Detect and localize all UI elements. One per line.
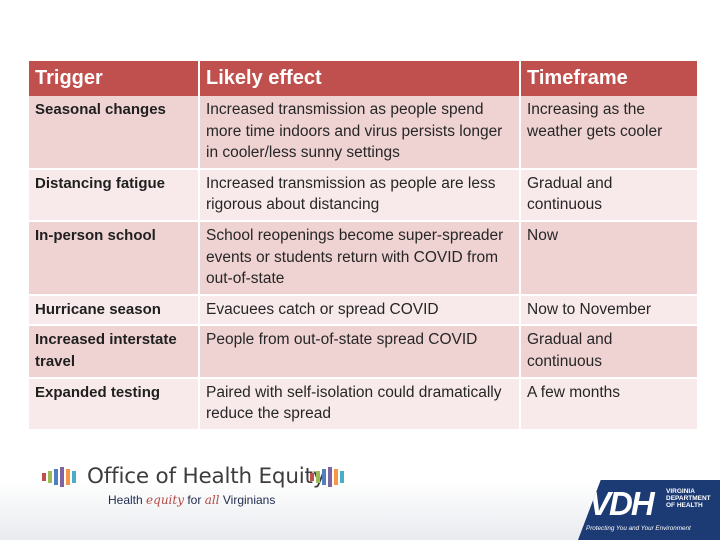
timeframe-cell: Now to November (520, 294, 697, 327)
header-likely-effect: Likely effect (199, 61, 521, 96)
vdh-logo-mark: VDH (589, 485, 655, 522)
tagline-health: Health (108, 493, 143, 507)
timeframe-cell: Increasing as the weather gets cooler (520, 96, 697, 170)
vdh-logo-name: VIRGINIA DEPARTMENT OF HEALTH (666, 488, 711, 509)
tagline-virginians: Virginians (222, 493, 276, 507)
trigger-cell: Hurricane season (29, 294, 200, 327)
vdh-logo: VDH VIRGINIA DEPARTMENT OF HEALTH Protec… (578, 480, 720, 540)
effect-cell: School reopenings become super-spreader … (199, 220, 521, 296)
logo-bar (54, 469, 58, 485)
logo-bar (60, 467, 64, 487)
table-row: Expanded testing Paired with self-isolat… (29, 377, 697, 431)
logo-bars-icon (310, 467, 344, 487)
effect-cell: Paired with self-isolation could dramati… (199, 377, 521, 431)
logo-bar (328, 467, 332, 487)
tagline-for: for (187, 493, 202, 507)
header-trigger: Trigger (29, 61, 200, 96)
table-row: Distancing fatigue Increased transmissio… (29, 168, 697, 222)
logo-bar (48, 471, 52, 483)
logo-bar (310, 473, 314, 481)
table-row: In-person school School reopenings becom… (29, 220, 697, 296)
logo-bar (322, 469, 326, 485)
ohe-logo-tagline: Health equity for all Virginians (108, 493, 275, 507)
trigger-cell: Seasonal changes (29, 96, 200, 170)
office-of-health-equity-logo: Office of Health Equity Health equity fo… (42, 464, 362, 514)
effect-cell: People from out-of-state spread COVID (199, 325, 521, 379)
effect-cell: Increased transmission as people are les… (199, 168, 521, 222)
ohe-logo-title: Office of Health Equity (87, 464, 326, 489)
trigger-cell: Distancing fatigue (29, 168, 200, 222)
effect-cell: Increased transmission as people spend m… (199, 96, 521, 170)
header-timeframe: Timeframe (520, 61, 697, 96)
tagline-all: all (204, 493, 220, 507)
timeframe-cell: A few months (520, 377, 697, 431)
trigger-cell: In-person school (29, 220, 200, 296)
trigger-cell: Increased interstate travel (29, 325, 200, 379)
timeframe-cell: Gradual and continuous (520, 325, 697, 379)
logo-bar (42, 473, 46, 481)
table-row: Hurricane season Evacuees catch or sprea… (29, 294, 697, 327)
timeframe-cell: Now (520, 220, 697, 296)
logo-bar (340, 471, 344, 483)
covid-trigger-table: Trigger Likely effect Timeframe Seasonal… (29, 61, 697, 431)
logo-bar (72, 471, 76, 483)
logo-bar (66, 469, 70, 485)
table-header-row: Trigger Likely effect Timeframe (29, 61, 697, 96)
table-row: Seasonal changes Increased transmission … (29, 96, 697, 170)
vdh-logo-tagline: Protecting You and Your Environment (586, 525, 691, 532)
tagline-equity: equity (146, 493, 184, 507)
table-row: Increased interstate travel People from … (29, 325, 697, 379)
logo-bar (334, 469, 338, 485)
trigger-cell: Expanded testing (29, 377, 200, 431)
logo-bar (316, 471, 320, 483)
timeframe-cell: Gradual and continuous (520, 168, 697, 222)
effect-cell: Evacuees catch or spread COVID (199, 294, 521, 327)
logo-bars-icon (42, 467, 76, 487)
